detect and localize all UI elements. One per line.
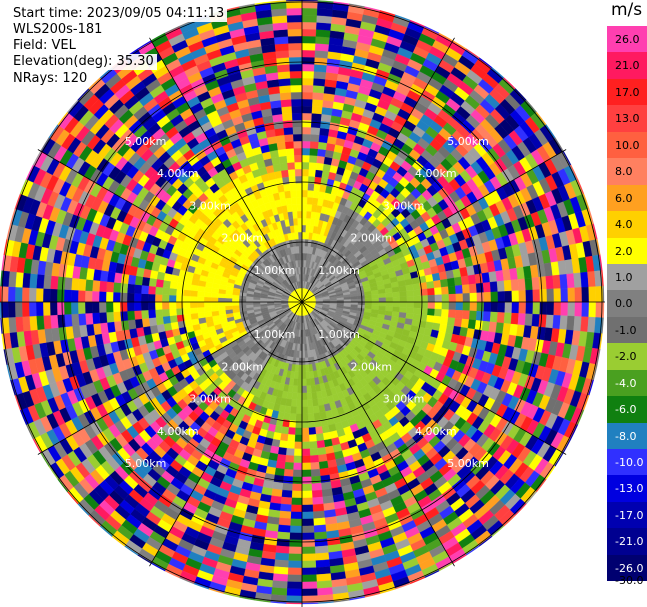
colorbar-segment: -21.0 <box>607 528 647 555</box>
colorbar-tick-label: -30.0 <box>615 574 644 588</box>
colorbar-tick-label: -13.0 <box>615 482 644 496</box>
range-label: 5.00km <box>447 135 489 148</box>
range-ring-labels: 1.00km 2.00km 3.00km 4.00km 5.00km 1.00km 2.00… <box>125 135 489 470</box>
colorbar-tick-label: 17.0 <box>615 85 640 99</box>
instrument-label: WLS200s-181 <box>10 22 106 38</box>
azimuth-spokes <box>0 0 605 607</box>
colorbar-tick-label: -6.0 <box>615 403 637 417</box>
colorbar-tick-label: 26.0 <box>615 33 640 46</box>
colorbar-segment: -10.0 <box>607 449 647 476</box>
colorbar-segment: 6.0 <box>607 184 647 212</box>
range-label: 3.00km <box>383 199 425 212</box>
range-label: 4.00km <box>157 167 199 180</box>
range-label: 4.00km <box>415 425 457 438</box>
colorbar-tick-label: -8.0 <box>615 429 637 443</box>
colorbar-segment: 26.0 <box>607 26 647 53</box>
colorbar-tick-label: 4.0 <box>615 218 633 232</box>
colorbar-tick-label: -17.0 <box>615 508 644 522</box>
colorbar-segment: 17.0 <box>607 78 647 106</box>
colorbar-segment: 1.0 <box>607 263 647 291</box>
colorbar-segment: 0.0 <box>607 290 647 317</box>
range-label: 1.00km <box>318 264 360 277</box>
colorbar-segment: -4.0 <box>607 369 647 397</box>
colorbar-tick-label: -2.0 <box>615 350 637 364</box>
range-label: 2.00km <box>350 232 392 245</box>
range-label: 2.00km <box>222 360 264 373</box>
colorbar-segment: -13.0 <box>607 475 647 502</box>
range-label: 1.00km <box>254 264 296 277</box>
start-time-label: Start time: 2023/09/05 04:11:13 <box>10 6 228 22</box>
colorbar-segment: -6.0 <box>607 396 647 423</box>
colorbar-tick-label: -1.0 <box>615 323 637 337</box>
colorbar-segment: 4.0 <box>607 211 647 238</box>
range-label: 4.00km <box>415 167 457 180</box>
range-label: 2.00km <box>350 360 392 373</box>
colorbar-tick-label: 13.0 <box>615 112 640 126</box>
field-label: Field: VEL <box>10 38 79 54</box>
colorbar-segment: -2.0 <box>607 343 647 370</box>
range-label: 5.00km <box>125 457 167 470</box>
colorbar-segment: 10.0 <box>607 131 647 159</box>
colorbar-segment: -8.0 <box>607 422 647 449</box>
ppi-scan-plot: 1.00km 2.00km 3.00km 4.00km 5.00km 1.00km 2.00… <box>0 0 605 607</box>
velocity-colorbar: 26.0 21.0 17.0 13.0 10.0 8.0 6.0 4.0 2.0 1.0 0.0 -1… <box>607 26 647 587</box>
colorbar-segment: -26.0 <box>607 554 647 582</box>
colorbar-segment: -1.0 <box>607 316 647 344</box>
colorbar-segment: 8.0 <box>607 158 647 185</box>
colorbar-tick-label: 0.0 <box>615 297 633 311</box>
nrays-label: NRays: 120 <box>10 71 91 87</box>
azimuth-spoke <box>37 149 567 455</box>
range-label: 3.00km <box>189 199 231 212</box>
colorbar-tick-label: -10.0 <box>615 456 644 469</box>
colorbar-segment: 21.0 <box>607 52 647 79</box>
colorbar-tick-label: 1.0 <box>615 270 633 284</box>
range-label: 4.00km <box>157 425 199 438</box>
range-label: 5.00km <box>447 457 489 470</box>
colorbar-tick-label: -21.0 <box>615 535 644 549</box>
range-label: 3.00km <box>189 393 231 406</box>
colorbar-tick-label: -4.0 <box>615 376 637 390</box>
colorbar-tick-label: 10.0 <box>615 138 640 152</box>
colorbar-tick-label: 8.0 <box>615 165 633 179</box>
colorbar-segment: 13.0 <box>607 105 647 132</box>
colorbar-unit: m/s <box>611 0 643 20</box>
range-label: 1.00km <box>254 328 296 341</box>
range-label: 3.00km <box>383 393 425 406</box>
colorbar-segment: -17.0 <box>607 501 647 529</box>
colorbar-tick-label: 2.0 <box>615 244 633 258</box>
colorbar-segment: 2.0 <box>607 237 647 264</box>
range-label: 1.00km <box>318 328 360 341</box>
range-label: 5.00km <box>125 135 167 148</box>
colorbar-tick-label: -26.0 <box>615 561 644 575</box>
colorbar-tick-label: 21.0 <box>615 59 640 73</box>
colorbar-tick-label: 6.0 <box>615 191 633 205</box>
range-label: 2.00km <box>222 232 264 245</box>
elevation-label: Elevation(deg): 35.30 <box>10 54 157 70</box>
